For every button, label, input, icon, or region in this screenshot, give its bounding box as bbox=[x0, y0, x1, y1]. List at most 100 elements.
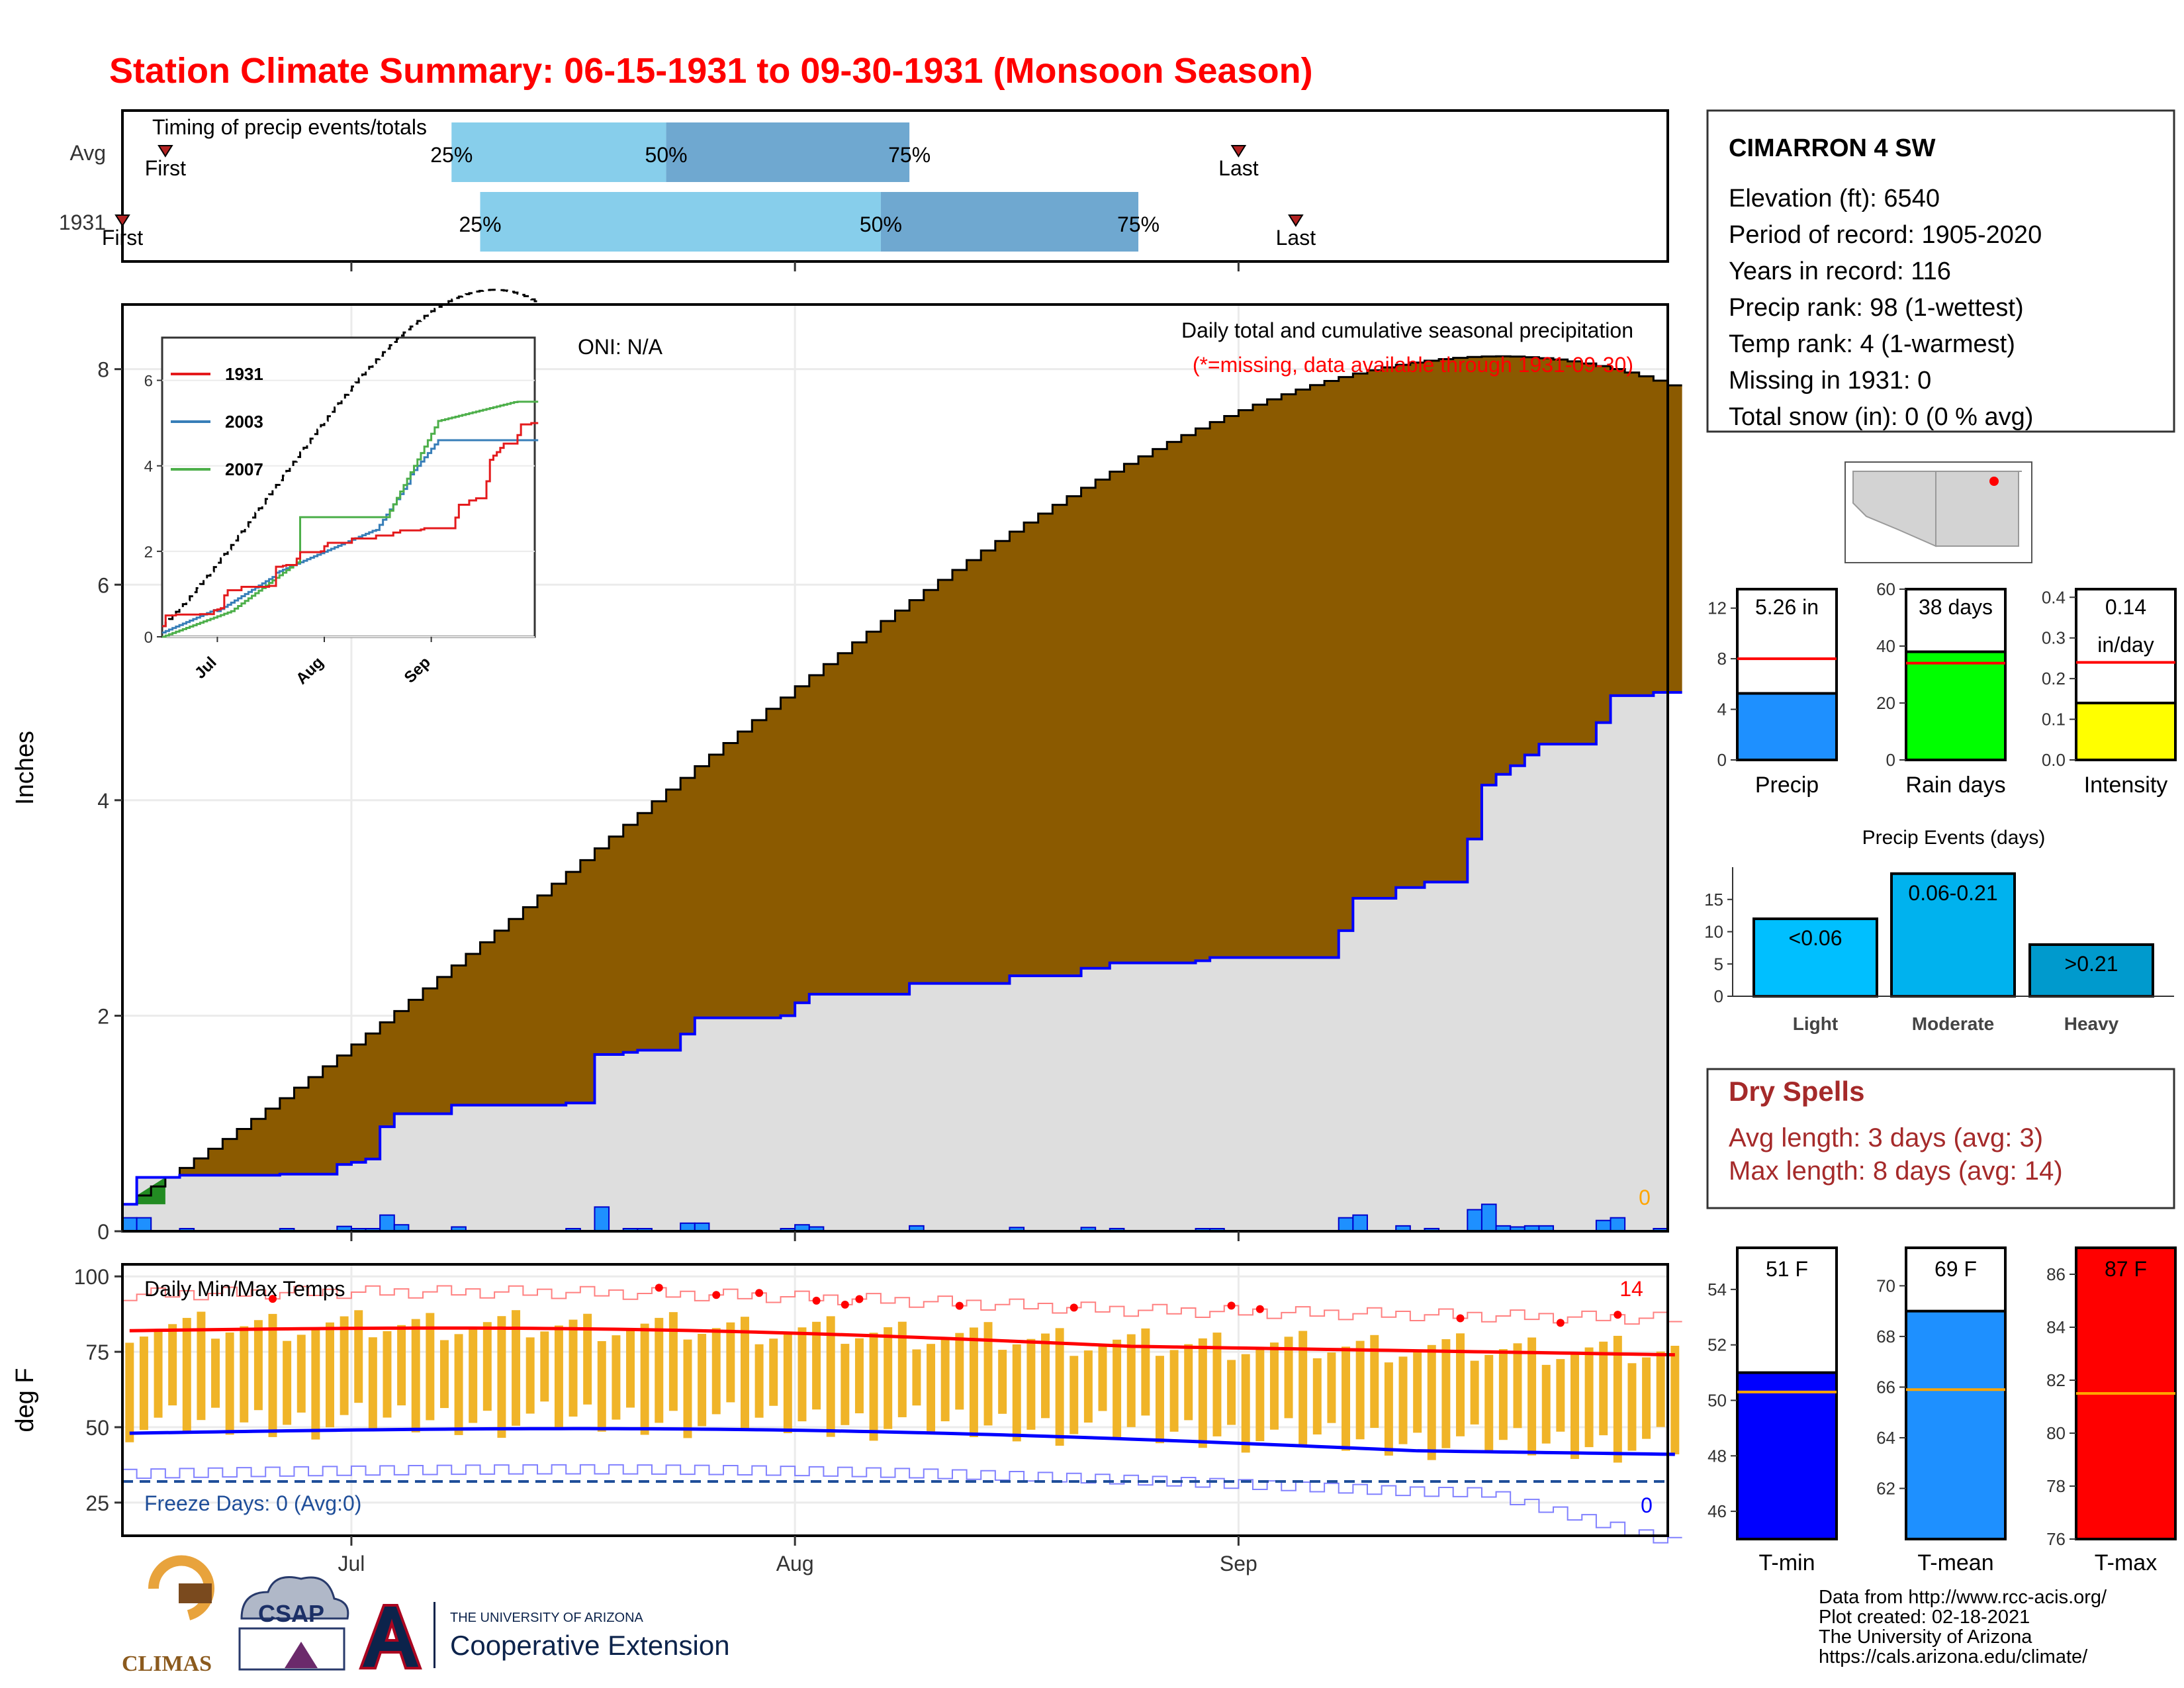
daily-precip-bar bbox=[122, 1217, 138, 1232]
daily-temp-bar bbox=[154, 1330, 163, 1418]
precip-y-tick-label: 0 bbox=[97, 1220, 109, 1244]
daily-temp-bar bbox=[841, 1344, 850, 1425]
inset-y-tick-label: 0 bbox=[144, 629, 153, 647]
temp-frame bbox=[121, 1263, 1669, 1537]
daily-temp-bar bbox=[969, 1327, 978, 1437]
dry-spells-title: Dry Spells bbox=[1729, 1076, 1864, 1107]
daily-temp-bar bbox=[525, 1337, 535, 1414]
station-snow: Total snow (in): 0 (0 % avg) bbox=[1729, 403, 2033, 431]
temp-summary-tick-label: 54 bbox=[1707, 1280, 1727, 1299]
daily-temp-bar bbox=[1312, 1358, 1322, 1434]
record-high-marker bbox=[1556, 1319, 1565, 1327]
precip-event-bar bbox=[1890, 872, 2016, 998]
daily-precip-bar bbox=[136, 1217, 152, 1232]
station-elevation: Elevation (ft): 6540 bbox=[1729, 185, 1940, 212]
daily-temp-bar bbox=[1126, 1334, 1136, 1427]
temp-y-tick-label: 50 bbox=[85, 1416, 109, 1440]
timing-bar-25-50 bbox=[480, 192, 881, 252]
daily-temp-bar bbox=[940, 1338, 950, 1422]
daily-temp-bar bbox=[296, 1335, 306, 1413]
events-y-tick-label: 15 bbox=[1704, 890, 1723, 910]
daily-precip-bar bbox=[1595, 1219, 1612, 1233]
timing-pct-label: 75% bbox=[888, 143, 931, 167]
inset-legend-label: 2007 bbox=[225, 459, 263, 479]
daily-temp-bar bbox=[1456, 1333, 1465, 1436]
station-precip-rank: Precip rank: 98 (1-wettest) bbox=[1729, 294, 2024, 322]
daily-temp-bar bbox=[612, 1335, 621, 1420]
precip-y-tick-label: 2 bbox=[97, 1004, 109, 1028]
events-y-tick-label: 0 bbox=[1714, 986, 1723, 1006]
temperature-summary-bars: 51 F 46 48 50 52 54 T-min 69 F 62 64 66 68 70 T-mean 8… bbox=[1707, 1246, 2177, 1575]
temp-summary-tick-label: 68 bbox=[1876, 1327, 1895, 1346]
daily-temp-bar bbox=[912, 1349, 921, 1406]
summary-bar-value-label: 38 days bbox=[1919, 595, 1993, 619]
temp-y-label: deg F bbox=[11, 1368, 39, 1432]
daily-temp-bar bbox=[554, 1325, 563, 1429]
timing-marker-label: First bbox=[102, 226, 143, 250]
precip-y-tick-label: 4 bbox=[97, 789, 109, 813]
daily-temp-bar bbox=[955, 1333, 964, 1410]
daily-temp-bar bbox=[754, 1344, 764, 1418]
events-y-tick-label: 5 bbox=[1714, 954, 1723, 974]
daily-temp-bar bbox=[139, 1336, 148, 1430]
daily-temp-bar bbox=[1155, 1356, 1164, 1444]
temperature-panel: 25 50 75 100 deg F Daily Min/Max Temps Free… bbox=[11, 1263, 1682, 1544]
daily-temp-bar bbox=[1599, 1341, 1608, 1436]
precip-avg-line bbox=[122, 355, 1682, 1205]
record-high-marker bbox=[841, 1300, 849, 1309]
daily-temp-bar bbox=[168, 1324, 177, 1406]
daily-temp-bar bbox=[439, 1340, 449, 1409]
ua-small-text: THE UNIVERSITY OF ARIZONA bbox=[450, 1611, 644, 1625]
date-axis: Jul Aug Sep bbox=[338, 1536, 1257, 1575]
daily-temp-bar bbox=[1241, 1354, 1250, 1453]
station-period: Period of record: 1905-2020 bbox=[1729, 221, 2042, 249]
station-missing: Missing in 1931: 0 bbox=[1729, 367, 1931, 395]
daily-temp-bar bbox=[1484, 1354, 1494, 1452]
daily-temp-bar bbox=[1342, 1346, 1351, 1451]
precip-frame bbox=[121, 303, 1669, 1233]
daily-temp-bar bbox=[225, 1332, 234, 1435]
daily-temp-bar bbox=[1627, 1363, 1637, 1451]
daily-temp-bar bbox=[1355, 1340, 1365, 1440]
daily-temp-bar bbox=[469, 1328, 478, 1423]
daily-temp-bar bbox=[1398, 1356, 1408, 1444]
precip-event-category: Light bbox=[1793, 1013, 1838, 1034]
timing-pct-label: 25% bbox=[430, 143, 473, 167]
daily-temp-bar bbox=[854, 1338, 864, 1414]
daily-temp-bar bbox=[1055, 1328, 1064, 1446]
daily-temp-bar bbox=[897, 1321, 907, 1417]
daily-temp-bar bbox=[640, 1323, 649, 1435]
summary-bar-tick-label: 60 bbox=[1876, 579, 1895, 599]
daily-temp-bar bbox=[983, 1322, 993, 1426]
events-y-tick-label: 10 bbox=[1704, 922, 1723, 942]
daily-temp-bar bbox=[383, 1331, 392, 1418]
dry-spells-avg: Avg length: 3 days (avg: 3) bbox=[1729, 1123, 2043, 1152]
summary-bar-value-label: 5.26 in bbox=[1755, 595, 1819, 619]
precip-deficit-area bbox=[122, 356, 1682, 1205]
temp-summary-tick-label: 76 bbox=[2046, 1529, 2066, 1549]
daily-temp-bar bbox=[1441, 1339, 1451, 1448]
temp-summary-tick-label: 64 bbox=[1876, 1428, 1895, 1448]
daily-temp-bar bbox=[240, 1326, 249, 1423]
daily-temp-bar bbox=[1541, 1364, 1551, 1444]
daily-precip-bar bbox=[594, 1206, 610, 1232]
timing-marker-icon bbox=[1288, 214, 1304, 227]
temp-summary-value bbox=[1905, 1309, 2007, 1541]
avg-max-temp-line bbox=[129, 1326, 1675, 1357]
precip-panel: 0 2 4 6 8 Inches ONI: N/A Daily total and cu… bbox=[11, 289, 1682, 1244]
daily-temp-bar bbox=[1269, 1342, 1279, 1430]
station-info-box: CIMARRON 4 SW Elevation (ft): 6540 Perio… bbox=[1706, 109, 2175, 433]
inset-2007-line bbox=[162, 400, 539, 638]
daily-temp-bar bbox=[426, 1313, 435, 1421]
csap-logo-text: CSAP bbox=[258, 1600, 324, 1627]
precip-events-title: Precip Events (days) bbox=[1862, 827, 2046, 849]
summary-bar-tick-label: 0.1 bbox=[2042, 710, 2066, 729]
precip-y-label: Inches bbox=[11, 731, 39, 805]
climas-mesa-icon bbox=[179, 1583, 212, 1603]
avg-min-temp-line bbox=[129, 1427, 1675, 1456]
daily-temp-bar bbox=[1255, 1348, 1265, 1442]
record-high-marker bbox=[955, 1301, 964, 1310]
summary-bar-tick-label: 0 bbox=[1717, 750, 1727, 770]
daily-temp-bar bbox=[884, 1327, 893, 1429]
